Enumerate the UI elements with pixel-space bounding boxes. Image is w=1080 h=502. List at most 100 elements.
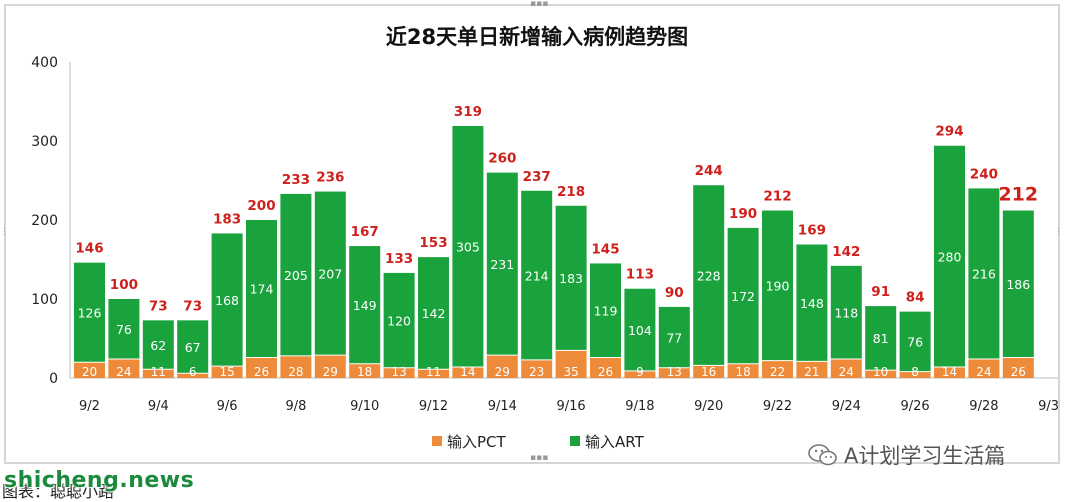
bar-art	[280, 193, 312, 356]
data-label-pct: 20	[82, 365, 97, 379]
bar-art	[418, 257, 449, 370]
y-tick-label: 300	[31, 134, 58, 150]
bar-art	[693, 185, 725, 366]
data-label-pct: 24	[116, 365, 131, 379]
bar-art	[590, 263, 621, 358]
data-label-art: 216	[972, 267, 996, 282]
data-label-total: 294	[935, 124, 963, 140]
data-label-art: 174	[250, 282, 274, 297]
data-label-pct: 14	[942, 365, 957, 379]
bar-pct	[486, 355, 518, 378]
y-tick-label: 400	[31, 55, 58, 71]
data-label-art: 126	[78, 305, 102, 320]
data-label-art: 168	[215, 293, 239, 308]
data-label-pct: 35	[563, 365, 578, 379]
data-label-total: 237	[523, 169, 551, 185]
data-label-total: 260	[488, 151, 516, 167]
data-label-art: 172	[731, 289, 755, 304]
data-label-pct: 26	[254, 365, 269, 379]
data-label-art: 62	[150, 338, 166, 353]
data-label-pct: 22	[770, 365, 785, 379]
bar-art	[968, 188, 1000, 360]
legend-swatch	[432, 436, 442, 446]
bar-pct	[142, 369, 174, 378]
bar-pct	[246, 357, 277, 378]
data-label-total: 153	[419, 235, 447, 251]
data-label-total: 167	[351, 224, 379, 240]
data-label-art: 183	[559, 271, 583, 286]
bar-pct	[590, 357, 621, 378]
data-label-art: 231	[490, 257, 514, 272]
data-label-art: 205	[284, 268, 308, 283]
bar-art	[211, 233, 243, 367]
bar-pct	[314, 355, 346, 378]
data-label-art: 149	[353, 298, 377, 313]
figure-caption: 图表：聪聪小路	[2, 482, 115, 501]
data-label-pct: 9	[636, 365, 644, 379]
bar-pct	[968, 359, 1000, 378]
y-tick-label: 200	[31, 213, 58, 229]
data-label-pct: 29	[495, 365, 510, 379]
data-label-total: 142	[832, 244, 860, 260]
data-label-pct: 18	[735, 365, 750, 379]
brand-text: A计划学习生活篇	[844, 444, 1006, 468]
data-label-pct: 14	[460, 365, 475, 379]
data-label-art: 76	[907, 335, 923, 350]
bar-art	[762, 210, 793, 361]
data-label-art: 104	[628, 323, 652, 338]
data-label-pct: 21	[804, 365, 819, 379]
data-label-total: 113	[626, 267, 654, 283]
bar-pct	[899, 371, 931, 378]
x-tick-label: 9/24	[832, 399, 861, 414]
legend-label: 输入PCT	[447, 433, 507, 451]
bar-pct	[349, 363, 381, 378]
data-label-art: 190	[766, 279, 790, 294]
data-label-pct: 26	[598, 365, 613, 379]
data-label-pct: 6	[189, 365, 197, 379]
data-label-art: 228	[697, 268, 721, 283]
data-label-pct: 11	[151, 365, 166, 379]
bar-art	[727, 227, 759, 364]
data-label-total: 183	[213, 211, 241, 227]
data-label-total: 91	[871, 284, 890, 300]
data-label-pct: 18	[357, 365, 372, 379]
data-label-pct: 16	[701, 365, 716, 379]
data-label-art: 186	[1006, 277, 1030, 292]
bar-art	[74, 262, 105, 363]
x-tick-label: 9/6	[217, 399, 238, 414]
bar-pct	[555, 350, 587, 378]
bar-pct	[624, 370, 656, 378]
data-label-total: 84	[906, 290, 925, 306]
bar-pct	[762, 360, 793, 378]
data-label-pct: 8	[911, 365, 919, 379]
chart-title: 近28天单日新增输入病例趋势图	[386, 25, 688, 49]
data-label-pct: 15	[219, 365, 234, 379]
data-label-total: 236	[316, 170, 344, 186]
bar-pct	[383, 367, 415, 378]
bar-pct	[418, 369, 449, 378]
bar-pct	[796, 361, 828, 378]
data-label-total: 73	[149, 298, 168, 314]
bar-pct	[658, 367, 690, 378]
bar-pct	[830, 359, 862, 378]
data-label-pct: 13	[667, 365, 682, 379]
bar-art	[314, 191, 346, 356]
data-label-art: 280	[938, 249, 962, 264]
data-label-total: 73	[183, 298, 202, 314]
bar-art	[658, 306, 690, 368]
bar-pct	[521, 359, 553, 378]
data-label-total: 169	[798, 222, 826, 238]
bar-art	[934, 145, 965, 367]
bar-art	[796, 244, 828, 362]
bar-art	[452, 125, 484, 367]
bar-pct	[1002, 357, 1034, 378]
x-tick-label: 9/10	[350, 399, 379, 414]
data-label-total: 244	[695, 163, 723, 179]
bar-art	[624, 288, 656, 371]
data-label-total: 233	[282, 172, 310, 188]
chart-frame: 近28天单日新增输入病例趋势图 0 100 200 300 400 20 126 146 24…	[0, 0, 1063, 464]
data-label-pct: 23	[529, 365, 544, 379]
y-tick-label: 0	[49, 371, 58, 387]
bar-pct	[74, 362, 105, 378]
